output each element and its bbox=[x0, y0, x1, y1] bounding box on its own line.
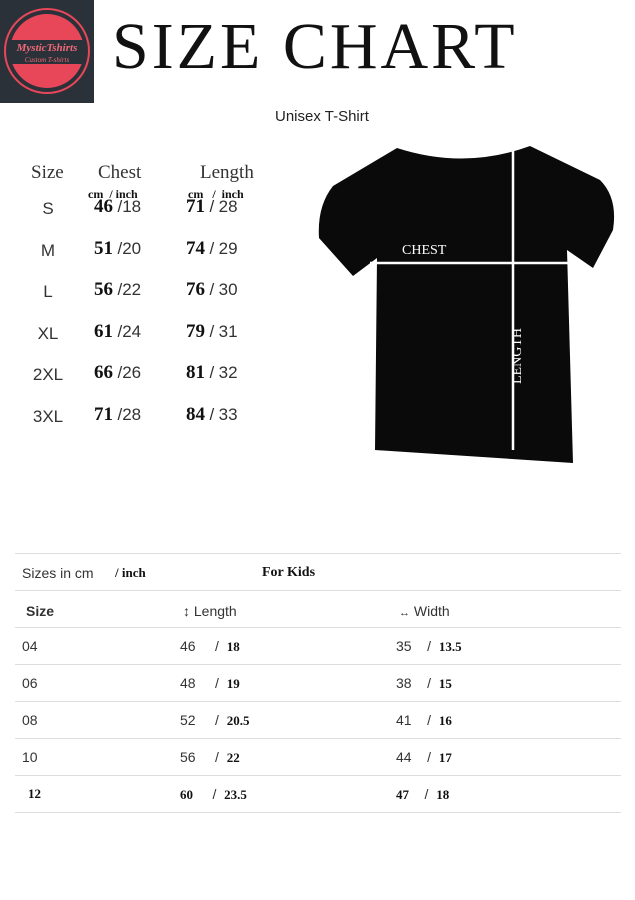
kids-size: 08 bbox=[22, 712, 38, 728]
kids-width: 41 / 16 bbox=[396, 712, 452, 728]
kids-caption-cm: Sizes in cm bbox=[22, 565, 94, 581]
adult-length: 84 / 33 bbox=[186, 403, 238, 425]
kids-size: 06 bbox=[22, 675, 38, 691]
adult-chest: 66 /26 bbox=[94, 362, 142, 383]
kids-size: 10 bbox=[22, 749, 38, 765]
vertical-arrow-icon: ↕ bbox=[183, 603, 190, 619]
kids-width: 35 / 13.5 bbox=[396, 638, 462, 654]
adult-size: 2XL bbox=[32, 365, 64, 384]
header-length: Length bbox=[200, 162, 254, 183]
kids-length: 48 / 19 bbox=[180, 675, 240, 691]
header-chest: Chest bbox=[98, 162, 142, 183]
brand-logo: MysticTshirts Custom T-shirts bbox=[0, 0, 94, 103]
adult-size: S bbox=[42, 199, 54, 218]
adult-size: XL bbox=[37, 323, 59, 343]
adult-length: 81 / 32 bbox=[186, 362, 238, 383]
adult-size: 3XL bbox=[32, 406, 64, 426]
length-label: LENGTH bbox=[510, 328, 525, 384]
kids-caption-inch: / inch bbox=[115, 565, 146, 580]
kids-width: 38 / 15 bbox=[396, 675, 452, 691]
kids-header-size: Size bbox=[26, 603, 55, 619]
kids-length: 60 / 23.5 bbox=[180, 786, 247, 802]
adult-length: 71 / 28 bbox=[186, 196, 238, 217]
chest-units: cm / inch bbox=[88, 187, 138, 201]
kids-length: 56 / 22 bbox=[180, 749, 240, 765]
kids-header-width: ↔ Width bbox=[399, 603, 450, 619]
kids-width: 44 / 17 bbox=[396, 749, 452, 765]
adult-chest: 46 /18 bbox=[94, 196, 142, 217]
page-title: SIZE CHART bbox=[112, 10, 518, 83]
adult-chest: 56 /22 bbox=[94, 279, 142, 300]
adult-size: M bbox=[40, 240, 56, 260]
svg-text:MysticTshirts: MysticTshirts bbox=[16, 42, 78, 54]
kids-title: For Kids bbox=[262, 565, 316, 580]
adult-size: L bbox=[43, 282, 53, 301]
chest-label: CHEST bbox=[402, 243, 447, 258]
kids-size: 12 bbox=[28, 786, 41, 801]
adult-chest: 61 /24 bbox=[94, 320, 142, 342]
length-units: cm / inch bbox=[188, 187, 244, 201]
svg-text:Custom T-shirts: Custom T-shirts bbox=[25, 56, 70, 64]
horizontal-arrow-icon: ↔ bbox=[399, 607, 410, 619]
kids-length: 46 / 18 bbox=[180, 638, 240, 654]
header-size: Size bbox=[31, 162, 64, 183]
adult-chest: 71 /28 bbox=[94, 403, 142, 425]
tshirt-diagram bbox=[315, 138, 620, 478]
adult-chest: 51 /20 bbox=[94, 237, 142, 259]
adult-length: 76 / 30 bbox=[186, 279, 238, 300]
kids-header-length: ↕ Length bbox=[183, 603, 237, 619]
adult-length: 74 / 29 bbox=[186, 237, 238, 259]
kids-width: 47 / 18 bbox=[396, 786, 450, 802]
tshirt-shape bbox=[318, 146, 615, 463]
kids-length: 52 / 20.5 bbox=[180, 712, 250, 728]
subtitle: Unisex T-Shirt bbox=[275, 108, 369, 125]
adult-length: 79 / 31 bbox=[186, 320, 238, 342]
kids-size: 04 bbox=[22, 638, 38, 654]
